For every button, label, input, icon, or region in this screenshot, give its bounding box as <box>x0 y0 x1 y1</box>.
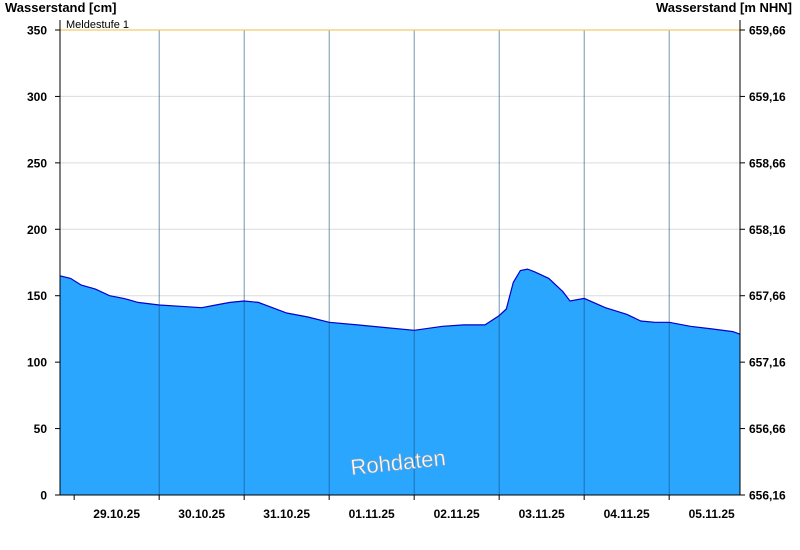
y-tick-label-left: 100 <box>27 356 47 370</box>
y-tick-label-right: 658,66 <box>749 156 786 170</box>
y-tick-label-left: 200 <box>27 223 47 237</box>
y-tick-label-left: 150 <box>27 289 47 303</box>
y-tick-label-right: 659,66 <box>749 24 786 38</box>
water-level-line <box>59 268 741 335</box>
x-tick-label: 29.10.25 <box>93 507 140 521</box>
x-tick-label: 31.10.25 <box>263 507 310 521</box>
axes <box>59 20 741 496</box>
day-dividers <box>158 30 670 495</box>
y-ticks-right: 656,16 656,66 657,16 657,66 658,16 658,66 659,… <box>740 24 786 503</box>
x-tick-label: 04.11.25 <box>604 507 650 521</box>
y-tick-label-right: 658,16 <box>749 223 786 237</box>
threshold-label: Meldestufe 1 <box>66 19 129 31</box>
x-tick-label: 02.11.25 <box>434 507 480 521</box>
x-tick-label: 01.11.25 <box>349 507 395 521</box>
y-tick-label-right: 657,16 <box>749 356 786 370</box>
x-tick-label: 30.10.25 <box>178 507 225 521</box>
x-ticks: 29.10.25 30.10.25 31.10.25 01.11.25 02.11.25… <box>73 495 735 521</box>
x-tick-label: 03.11.25 <box>519 507 565 521</box>
watermark-text: Rohdaten <box>349 445 447 480</box>
y-tick-label-left: 300 <box>27 90 47 104</box>
y-tick-label-right: 656,66 <box>749 422 786 436</box>
y-ticks-left: 0 50 100 150 200 250 300 350 <box>27 24 60 503</box>
left-axis-title: Wasserstand [cm] <box>5 0 117 15</box>
y-tick-label-right: 659,16 <box>749 90 786 104</box>
y-tick-label-left: 250 <box>27 156 47 170</box>
right-axis-title: Wasserstand [m NHN] <box>655 0 792 15</box>
y-tick-label-right: 657,66 <box>749 289 786 303</box>
y-tick-label-left: 350 <box>27 24 47 38</box>
y-tick-label-left: 50 <box>34 422 48 436</box>
x-tick-label: 05.11.25 <box>689 507 735 521</box>
water-level-area <box>60 269 740 495</box>
y-tick-label-left: 0 <box>40 489 47 503</box>
y-tick-label-right: 656,16 <box>749 489 786 503</box>
